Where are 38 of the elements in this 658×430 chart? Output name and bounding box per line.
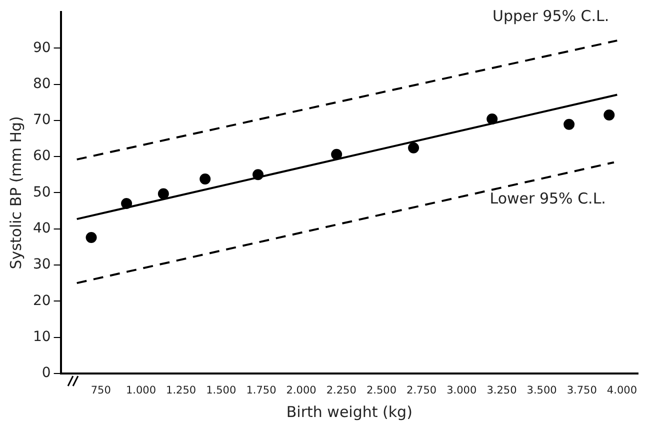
y-tick-label: 30	[32, 256, 51, 273]
y-tick-label: 90	[32, 40, 51, 56]
x-axis-title: Birth weight (kg)	[286, 402, 412, 421]
y-tick-label: 40	[32, 220, 51, 236]
x-tick-label: 1.500	[206, 384, 236, 396]
y-tick-label: 20	[32, 292, 51, 309]
point	[604, 110, 615, 120]
point	[158, 188, 169, 200]
y-tick-label: 10	[32, 328, 51, 345]
x-tick-label: 1.750	[246, 384, 276, 396]
x-tick-label: 1.250	[166, 384, 196, 396]
x-tick-label: 4.000	[606, 384, 637, 396]
point	[486, 113, 498, 124]
x-tick-label: 2.250	[326, 384, 356, 396]
x-tick-label: 2.000	[286, 384, 316, 396]
x-tick-label: 1.000	[126, 384, 156, 396]
y-tick-label: 60	[32, 148, 51, 164]
point	[331, 148, 342, 160]
series-label: Lower 95% C.L.	[490, 190, 606, 208]
point	[252, 169, 264, 180]
point	[121, 198, 132, 210]
x-tick-label: 2.750	[406, 384, 437, 396]
y-tick-label: 50	[32, 184, 51, 200]
x-tick-label: 3.250	[486, 384, 517, 396]
y-tick-label: 0	[42, 365, 51, 382]
x-tick-label: 3.500	[526, 384, 557, 396]
point	[200, 173, 211, 184]
x-tick-label: 2.500	[366, 384, 397, 396]
point	[564, 118, 575, 130]
x-tick-label: 3.000	[446, 384, 477, 396]
x-tick-label: 750	[90, 384, 111, 396]
y-tick-label: 80	[32, 76, 51, 92]
point	[408, 142, 420, 154]
point	[86, 232, 97, 244]
y-axis-title: Systolic BP (mm Hg)	[6, 116, 25, 270]
y-tick-label: 70	[32, 112, 51, 128]
series-label: Upper 95% C.L.	[492, 6, 610, 25]
x-tick-label: 3.750	[566, 384, 597, 396]
